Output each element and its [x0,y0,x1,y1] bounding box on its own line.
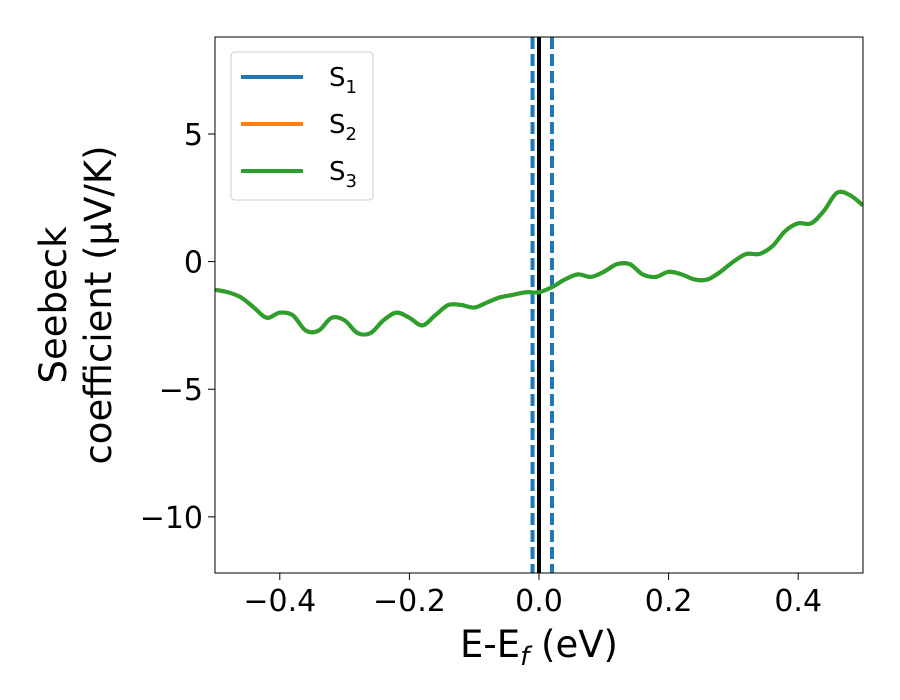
y-tick-label: −5 [159,373,203,408]
plot-area [215,37,863,573]
x-axis-title: E-Ef (eV) [460,623,618,672]
x-tick-label: 0.4 [774,584,822,619]
y-tick-label: 5 [184,118,203,153]
legend-label-s3: S3 [329,157,357,192]
legend-label-s2: S2 [329,110,357,145]
y-tick-label: −10 [140,501,203,536]
x-axis: −0.4 −0.2 0.0 0.2 0.4 [243,573,822,619]
x-tick-label: −0.4 [243,584,316,619]
y-axis: 5 0 −5 −10 [140,118,215,536]
y-axis-title-line2: coefficient (μV/K) [77,145,120,464]
x-tick-label: 0.2 [645,584,693,619]
legend-label-s1: S1 [329,63,357,98]
legend: S1 S2 S3 [230,51,374,201]
y-tick-label: 0 [184,246,203,281]
x-tick-label: −0.2 [373,584,446,619]
series-line-s3 [215,189,863,337]
reference-lines [530,37,554,573]
series-lines [215,189,863,337]
x-tick-label: 0.0 [515,584,563,619]
y-axis-title-line1: Seebeck [32,226,75,384]
y-axis-title: Seebeck coefficient (μV/K) [32,145,120,464]
